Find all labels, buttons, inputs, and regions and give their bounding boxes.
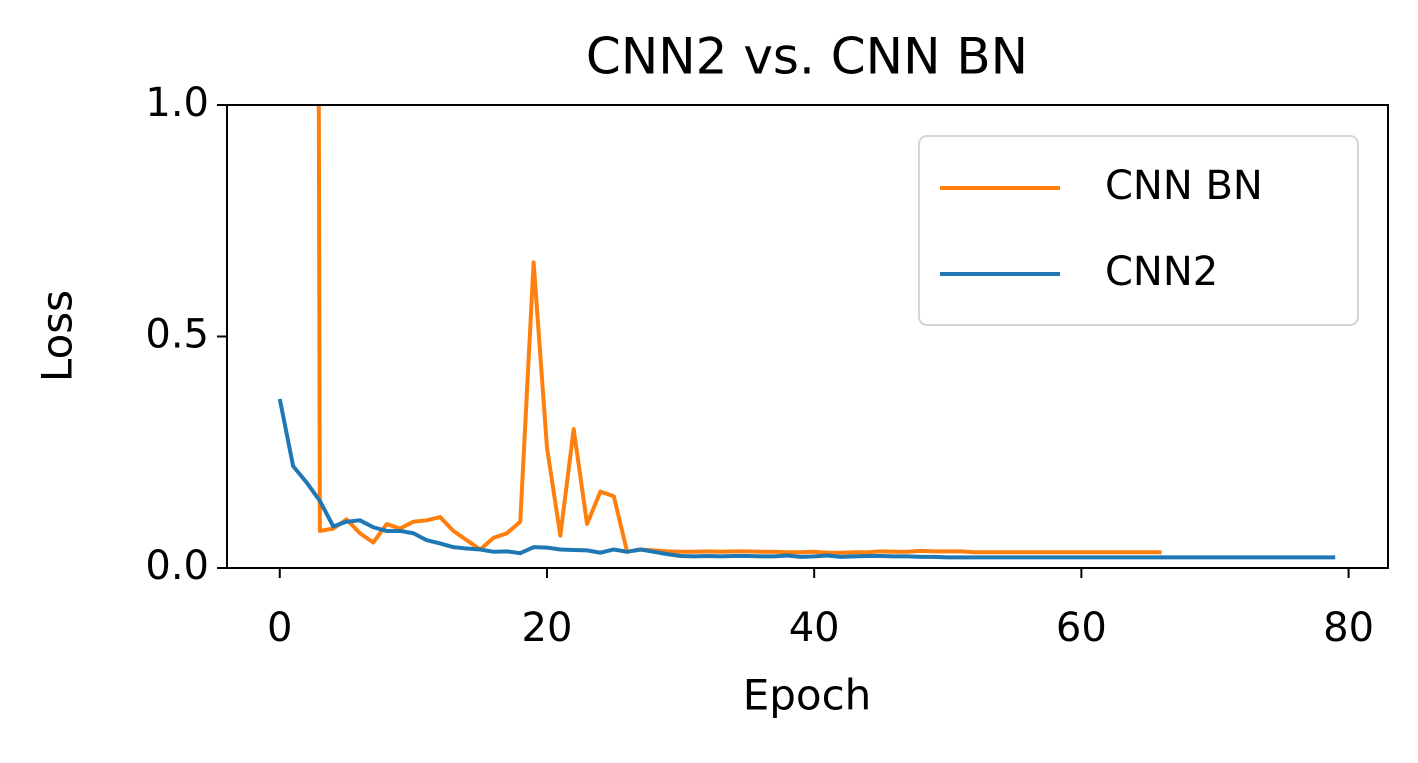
x-tick-label: 40 — [789, 605, 840, 651]
x-tick-label: 20 — [522, 605, 573, 651]
line — [277, 398, 1336, 560]
plot-frame — [226, 104, 1389, 569]
y-tick-label: 0.0 — [145, 543, 209, 589]
legend-label: CNN BN — [1105, 163, 1263, 209]
x-tick-label: 0 — [267, 605, 292, 651]
plot-area — [277, 105, 1336, 560]
x-tick-label: 60 — [1056, 605, 1107, 651]
x-axis-label: Epoch — [743, 671, 872, 720]
legend: CNN BN CNN2 — [918, 135, 1359, 326]
legend-box — [918, 135, 1359, 326]
line — [316, 105, 1162, 555]
chart-title: CNN2 vs. CNN BN — [586, 28, 1028, 86]
y-axis-label: Loss — [33, 290, 82, 382]
legend-label: CNN2 — [1105, 249, 1218, 295]
y-tick-label: 0.5 — [145, 312, 209, 358]
x-tick-label: 80 — [1323, 605, 1374, 651]
y-tick-label: 1.0 — [145, 80, 209, 126]
